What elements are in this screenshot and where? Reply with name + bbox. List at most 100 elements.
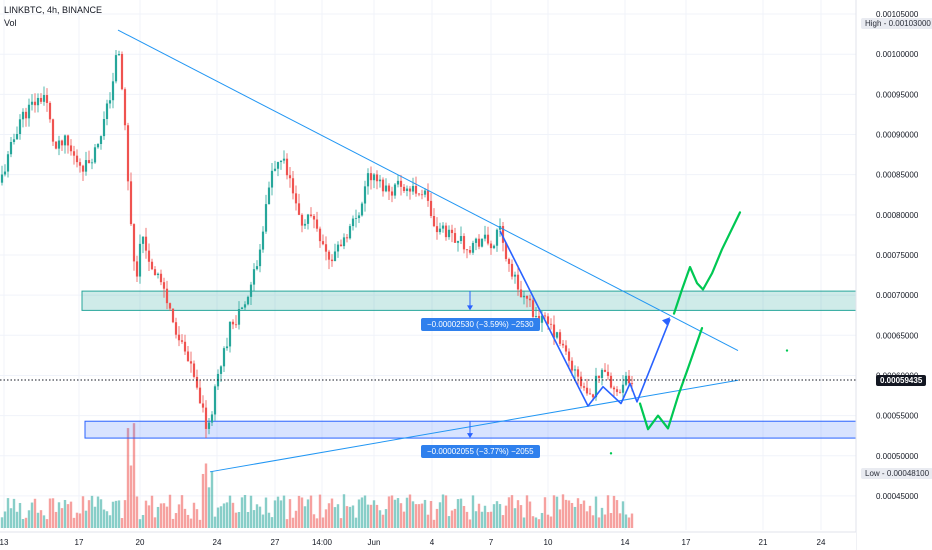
price-tick-label: 0.00045000 — [876, 492, 919, 501]
projection-green-path[interactable] — [638, 327, 704, 431]
time-tick-label: 21 — [759, 538, 768, 547]
volume-bar — [132, 423, 136, 528]
candle-body — [93, 147, 97, 163]
candle-body — [399, 180, 403, 187]
volume-bar — [195, 509, 199, 528]
price-tick-label: 0.00055000 — [876, 412, 919, 421]
volume-bar — [549, 516, 553, 528]
candle-body — [81, 165, 85, 172]
candle-body — [573, 369, 577, 371]
volume-bar — [261, 514, 265, 528]
candle-body — [342, 237, 346, 247]
volume-bar — [204, 463, 208, 528]
candle-body — [564, 345, 568, 352]
volume-bar — [453, 508, 457, 528]
volume-bar — [87, 500, 91, 528]
high-label: High — [865, 19, 882, 28]
candle-body — [123, 89, 127, 126]
measure-label-upper[interactable]: −0.00002530 (−3.59%) −2530 — [421, 318, 540, 331]
candle-body — [207, 422, 211, 429]
candle-body — [141, 236, 145, 244]
candle-body — [231, 321, 235, 325]
candle-body — [303, 223, 307, 226]
candle-body — [279, 160, 283, 163]
volume-bar — [102, 509, 106, 528]
candle-body — [327, 251, 331, 260]
candle-body — [273, 168, 277, 171]
candle-body — [504, 242, 508, 259]
candle-body — [63, 135, 67, 146]
volume-bar — [9, 508, 13, 528]
volume-bar — [183, 508, 187, 528]
projection-green-path-upper[interactable] — [672, 211, 742, 315]
candle-body — [0, 174, 4, 183]
candle-body — [372, 174, 376, 181]
ascending-trendline[interactable] — [209, 379, 739, 473]
time-tick-label: 20 — [136, 538, 145, 547]
stray-dots — [609, 349, 789, 455]
candle-body — [183, 341, 187, 352]
candle-body — [21, 111, 25, 120]
volume-bar — [189, 518, 193, 528]
price-axis[interactable]: 0.00105000 0.00100000 0.00095000 0.00090000… — [855, 0, 932, 550]
candle-body — [597, 375, 601, 378]
projection-blue-path[interactable] — [499, 230, 671, 407]
volume-bar — [30, 502, 34, 528]
price-tick-label: 0.00075000 — [876, 251, 919, 260]
price-tick-label: 0.00090000 — [876, 131, 919, 140]
candle-body — [129, 181, 133, 225]
candle-body — [6, 154, 10, 172]
volume-bar — [96, 496, 100, 528]
volume-bar — [273, 500, 277, 528]
volume-bar — [462, 505, 466, 528]
volume-bar — [135, 496, 139, 528]
candle-body — [15, 134, 19, 140]
candle-body — [549, 323, 553, 325]
candle-body — [477, 238, 481, 247]
volume-bar — [387, 496, 391, 528]
descending-trendline[interactable] — [117, 29, 739, 351]
volume-bar — [603, 514, 607, 528]
time-axis[interactable]: 13 17 20 24 27 14:00 Jun 4 7 10 14 17 21 24 — [0, 531, 856, 550]
volume-bar — [498, 504, 502, 528]
volume-bar — [381, 514, 385, 528]
candle-body — [3, 171, 7, 175]
volume-bar — [450, 510, 454, 528]
candle-body — [267, 187, 271, 205]
volume-bar — [471, 495, 475, 528]
volume-bar — [126, 428, 130, 528]
volume-bar — [99, 499, 103, 528]
volume-bar — [33, 498, 37, 528]
volume-bar — [570, 502, 574, 528]
candle-body — [414, 185, 418, 194]
candle-body — [528, 298, 532, 301]
candle-body — [381, 179, 385, 192]
volume-bar — [294, 510, 298, 528]
price-tick-label: 0.00100000 — [876, 50, 919, 59]
candle-body — [321, 241, 325, 245]
measure-label-lower[interactable]: −0.00002055 (−3.77%) −2055 — [421, 445, 540, 458]
candle-body — [333, 251, 337, 262]
time-tick-label: 10 — [544, 538, 553, 547]
candle-body — [486, 234, 490, 244]
candle-body — [54, 141, 58, 149]
volume-bar — [345, 506, 349, 528]
volume-bar — [504, 505, 508, 528]
candle-body — [84, 160, 88, 172]
volume-bar — [573, 506, 577, 528]
candle-body — [594, 375, 598, 398]
volume-bar — [408, 494, 412, 528]
candle-body — [417, 193, 421, 195]
time-tick-label: 27 — [271, 538, 280, 547]
volume-bar — [225, 502, 229, 528]
candle-body — [90, 162, 94, 164]
candle-body — [567, 351, 571, 361]
candle-body — [324, 244, 328, 252]
candle-body — [336, 244, 340, 252]
candle-body — [309, 214, 313, 216]
candlesticks — [0, 50, 634, 438]
volume-bar — [564, 499, 568, 528]
volume-bar — [411, 501, 415, 528]
price-tick-label: 0.00050000 — [876, 452, 919, 461]
